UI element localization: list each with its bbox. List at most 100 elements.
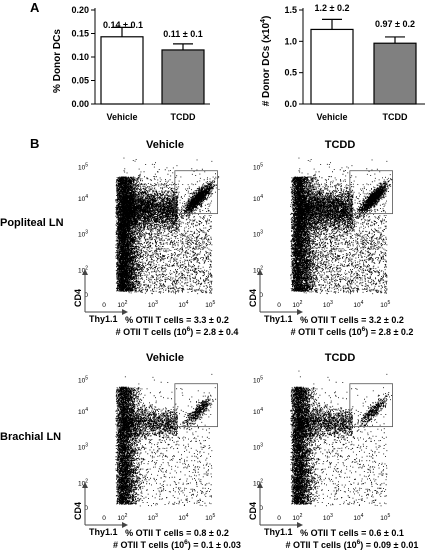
bar1-annotation-tcdd: 0.11 ± 0.1 (163, 29, 202, 39)
flow-x-zero-label: 0 (102, 302, 106, 309)
flow-x-axis-label: Thy1.1 (89, 527, 118, 537)
bar2-ylabel-end: ) (261, 16, 272, 19)
flow-x-tick-label: 104 (353, 300, 363, 309)
bar2-category-tcdd: TCDD (383, 112, 408, 122)
flow-y-axis-label: CD4 (248, 502, 258, 520)
flow-x-zero-label: 0 (277, 302, 281, 309)
flow-x-tick-label: 102 (117, 513, 127, 522)
flow-x-zero-label: 0 (277, 515, 281, 522)
flow-y-arrowhead (82, 269, 88, 275)
flow-y-zero-label: 0 (84, 292, 88, 299)
bar1-y-tick-label: 0.10 (71, 52, 89, 62)
bar1-y-tick-label: 0.20 (71, 5, 89, 15)
otii-gate (174, 170, 218, 215)
bar2-ylabel: # Donor DCs (x104) (260, 16, 272, 107)
otii-gate (174, 383, 218, 428)
flow-x-tick-label: 102 (292, 513, 302, 522)
bar1-marks (94, 8, 210, 105)
flow-y-tick-label: 103 (253, 443, 263, 452)
flow-x-arrowhead (122, 309, 128, 315)
bar1-bar-tcdd (161, 49, 205, 105)
bar2-bar-vehicle (310, 28, 354, 105)
row-label-brachial: Brachial LN (0, 431, 61, 443)
flow-y-tick-label: 103 (78, 443, 88, 452)
flow-stat-number: # OTII T cells (106) = 0.09 ± 0.01 (286, 539, 419, 550)
row-label-popliteal: Popliteal LN (0, 217, 64, 229)
flow-plot-events (115, 157, 220, 295)
bar1-category-vehicle: Vehicle (106, 112, 137, 122)
flow-x-tick-label: 104 (178, 300, 188, 309)
bar2-marks (302, 8, 425, 105)
bar2-bar-tcdd (373, 42, 417, 105)
bar2-ylabel-main: # Donor DCs (x10 (261, 23, 272, 107)
flow-y-tick-label: 104 (78, 194, 88, 203)
column-title-tcdd-top: TCDD (325, 139, 356, 151)
bar1-annotation-vehicle: 0.14 ± 0.1 (103, 20, 143, 30)
bar1-y-tick-label: 0.05 (71, 76, 89, 86)
flow-x-tick-label: 102 (117, 300, 127, 309)
flow-stat-percent: % OTII T cells = 0.8 ± 0.2 (125, 528, 229, 538)
flow-stat-number: # OTII T cells (106) = 0.1 ± 0.03 (113, 539, 241, 550)
bar-chart-percent-donor-dcs: % Donor DCs 0.00 0.05 0.10 0.15 0.20 Vehicle… (52, 5, 210, 122)
bar1-y-ticks: 0.00 0.05 0.10 0.15 0.20 (71, 5, 95, 109)
flow-y-axis-label: CD4 (248, 289, 258, 307)
flow-x-axis-label: Thy1.1 (264, 314, 293, 324)
flow-y-axis-label: CD4 (73, 289, 83, 307)
flow-x-axis-label: Thy1.1 (264, 527, 293, 537)
flow-plot-events (290, 370, 392, 507)
flow-stat-number: # OTII T cells (106) = 2.8 ± 0.2 (291, 326, 414, 337)
otii-gate (349, 383, 393, 428)
flow-y-tick-label: 102 (253, 265, 263, 274)
flow-y-tick-label: 105 (253, 375, 263, 384)
flow-y-tick-label: 105 (253, 162, 263, 171)
flow-x-tick-label: 103 (148, 300, 158, 309)
bar1-bar-vehicle (100, 36, 144, 105)
flow-x-zero-label: 0 (102, 515, 106, 522)
flow-x-tick-label: 105 (380, 300, 390, 309)
flow-y-arrowhead (82, 482, 88, 488)
flow-x-tick-label: 104 (353, 513, 363, 522)
flow-y-tick-label: 102 (78, 478, 88, 487)
panel-label-b: B (30, 136, 39, 151)
bar2-y-tick-label: 0.0 (284, 99, 297, 109)
bar1-y-tick-label: 0.00 (71, 99, 89, 109)
flow-y-axis-label: CD4 (73, 502, 83, 520)
flow-x-tick-label: 105 (205, 513, 215, 522)
bar1-ylabel: % Donor DCs (52, 29, 63, 93)
flow-x-arrowhead (297, 522, 303, 528)
flow-y-zero-label: 0 (259, 505, 263, 512)
flow-plot-events (115, 373, 217, 507)
otii-gate (349, 170, 393, 215)
flow-y-zero-label: 0 (259, 292, 263, 299)
flow-x-tick-label: 103 (323, 513, 333, 522)
flow-stat-percent: % OTII T cells = 3.3 ± 0.2 (125, 315, 229, 325)
column-title-vehicle-bottom: Vehicle (146, 352, 184, 364)
flow-stat-percent: % OTII T cells = 0.6 ± 0.1 (300, 528, 404, 538)
flow-x-axis-label: Thy1.1 (89, 314, 118, 324)
bar2-annotation-tcdd: 0.97 ± 0.2 (375, 19, 415, 29)
flow-plot-events (290, 157, 393, 295)
flow-y-tick-label: 105 (78, 375, 88, 384)
flow-x-arrowhead (297, 309, 303, 315)
flow-x-tick-label: 105 (380, 513, 390, 522)
bar1-category-tcdd: TCDD (171, 112, 196, 122)
flow-x-tick-label: 103 (323, 300, 333, 309)
flow-x-tick-label: 102 (292, 300, 302, 309)
flow-x-tick-label: 104 (178, 513, 188, 522)
flow-y-arrowhead (257, 269, 263, 275)
flow-stat-number: # OTII T cells (106) = 2.8 ± 0.4 (116, 326, 239, 337)
bar2-annotation-vehicle: 1.2 ± 0.2 (315, 3, 350, 13)
flow-y-tick-label: 105 (78, 162, 88, 171)
bar2-y-tick-label: 1.5 (284, 5, 297, 15)
bar2-y-ticks: 0.0 0.5 1.0 1.5 (284, 5, 303, 109)
flow-y-zero-label: 0 (84, 505, 88, 512)
flow-y-tick-label: 103 (78, 230, 88, 239)
bar-chart-number-donor-dcs: # Donor DCs (x104) 0.00.51.01.5 Vehicle … (260, 3, 425, 122)
bar2-category-vehicle: Vehicle (316, 112, 347, 122)
flow-x-tick-label: 105 (205, 300, 215, 309)
